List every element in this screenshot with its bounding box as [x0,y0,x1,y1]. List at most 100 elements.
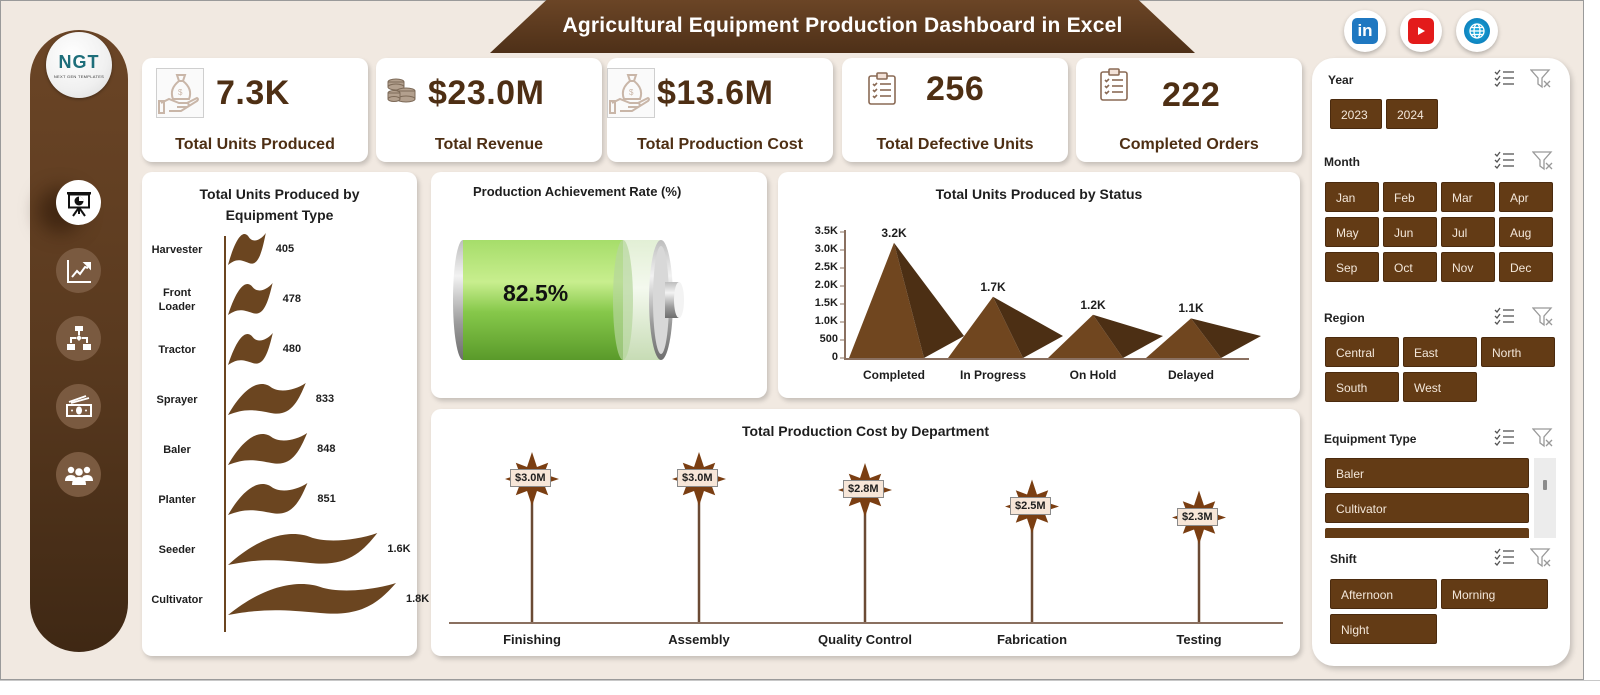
slicer-option-month[interactable]: Dec [1499,252,1553,282]
multi-select-icon[interactable] [1494,151,1516,176]
slicer-option-equipment_type-partial[interactable] [1325,528,1529,538]
slicer-option-region[interactable]: North [1481,337,1555,367]
sidebar-item-finance[interactable] [56,384,101,429]
value-label: $2.5M [1010,496,1051,515]
slicer-option-month[interactable]: Mar [1441,182,1495,212]
y-tick-label: 2.0K [814,279,838,291]
svg-text:$: $ [178,88,183,97]
slicer-option-month[interactable]: Nov [1441,252,1495,282]
category-label: Planter [158,494,196,506]
slicer-option-month[interactable]: Jul [1441,217,1495,247]
category-label: Assembly [668,632,730,647]
slicer-option-region[interactable]: South [1325,372,1399,402]
chart-title: Total Units Produced by Status [935,186,1143,202]
slicer-option-shift[interactable]: Morning [1441,579,1548,609]
sidebar-item-trends[interactable] [56,248,101,293]
slicer-option-month[interactable]: Feb [1383,182,1437,212]
slicer-title-month: Month [1324,155,1360,169]
clear-filter-icon[interactable] [1531,428,1554,453]
users-icon [64,466,93,485]
kpi-value: 7.3K [216,74,290,112]
slicer-title-year: Year [1328,73,1354,87]
kpi-card-defective-units: 256 Total Defective Units [842,58,1068,162]
globe-icon [1464,18,1490,44]
slicer-option-region[interactable]: Central [1325,337,1399,367]
y-tick-label: 1.5K [814,297,838,309]
slicer-option-shift[interactable]: Night [1330,614,1437,644]
slicer-option-month[interactable]: Oct [1383,252,1437,282]
flowchart-icon [66,325,91,350]
category-label: Baler [163,444,191,456]
kpi-card-total-revenue: $23.0M Total Revenue [376,58,602,162]
slicer-option-month[interactable]: May [1325,217,1379,247]
y-tick-label: 3.0K [814,243,838,255]
scroll-thumb[interactable] [1543,480,1547,490]
presentation-chart-icon [66,191,91,217]
equipment-slicer-scrollbar[interactable] [1534,458,1556,538]
multi-select-icon[interactable] [1494,548,1516,573]
category-label: On Hold [1069,368,1117,382]
x-axis-line [449,622,1283,624]
value-label: 1.1K [1178,301,1204,316]
category-label: Finishing [503,632,561,647]
logo-text: NGT [58,51,100,72]
value-label: 848 [317,443,336,455]
value-label: 3.2K [881,225,907,240]
pyramid-side [894,242,964,358]
slicer-option-year[interactable]: 2024 [1386,99,1438,129]
clear-filter-icon[interactable] [1529,548,1552,573]
slicer-option-month[interactable]: Jan [1325,182,1379,212]
bottom-margin [0,680,1600,695]
right-margin [1584,0,1600,695]
chart-title-line1: Total Units Produced by [199,186,360,202]
sidebar-item-presentation[interactable] [56,180,101,225]
slicer-option-region[interactable]: East [1403,337,1477,367]
youtube-icon [1408,18,1434,44]
clear-filter-icon[interactable] [1529,69,1552,94]
flag-bar [228,583,396,615]
sidebar-item-process[interactable] [56,316,101,361]
achievement-value: 82.5% [503,280,569,306]
multi-select-icon[interactable] [1494,307,1516,332]
flag-bar [228,333,273,365]
slicer-option-year[interactable]: 2023 [1330,99,1382,129]
value-label: 833 [315,393,335,405]
slicer-title-equipment_type: Equipment Type [1324,432,1417,446]
clear-filter-icon[interactable] [1531,307,1554,332]
pyramid-front [1146,318,1221,358]
slicer-option-equipment_type[interactable]: Cultivator [1325,493,1529,523]
value-label: $3.0M [677,469,718,487]
pyramid-side [993,296,1063,358]
slicer-option-month[interactable]: Sep [1325,252,1379,282]
category-label: Tractor [158,344,196,356]
kpi-value: 256 [926,70,985,108]
kpi-card-completed-orders: 222 Completed Orders [1076,58,1302,162]
value-label: $3.0M [510,469,551,487]
slicer-option-month[interactable]: Jun [1383,217,1437,247]
slicer-option-region[interactable]: West [1403,372,1477,402]
pyramid-front [948,296,1023,358]
multi-select-icon[interactable] [1494,69,1516,94]
slicer-option-month[interactable]: Aug [1499,217,1553,247]
slicer-option-equipment_type[interactable]: Baler [1325,458,1529,488]
clipboard-checklist-icon [1098,68,1130,107]
value-label: $2.3M [1177,507,1218,526]
category-label: Front Loader [158,287,196,313]
y-axis-line [224,236,226,632]
slicer-title-shift: Shift [1330,552,1357,566]
value-label: 851 [317,493,336,505]
category-label: Completed [862,368,925,382]
chart-title: Total Production Cost by Department [741,423,990,439]
clear-filter-icon[interactable] [1531,151,1554,176]
website-button[interactable] [1456,10,1498,52]
youtube-button[interactable] [1400,10,1442,52]
multi-select-icon[interactable] [1494,428,1516,453]
slicer-option-shift[interactable]: Afternoon [1330,579,1437,609]
value-label: 405 [275,243,295,255]
category-label: In Progress [959,368,1027,382]
flag-bar [228,383,306,415]
linkedin-button[interactable]: in [1344,10,1386,52]
chart-title-line2: Equipment Type [225,207,334,223]
slicer-option-month[interactable]: Apr [1499,182,1553,212]
sidebar-item-team[interactable] [56,452,101,497]
